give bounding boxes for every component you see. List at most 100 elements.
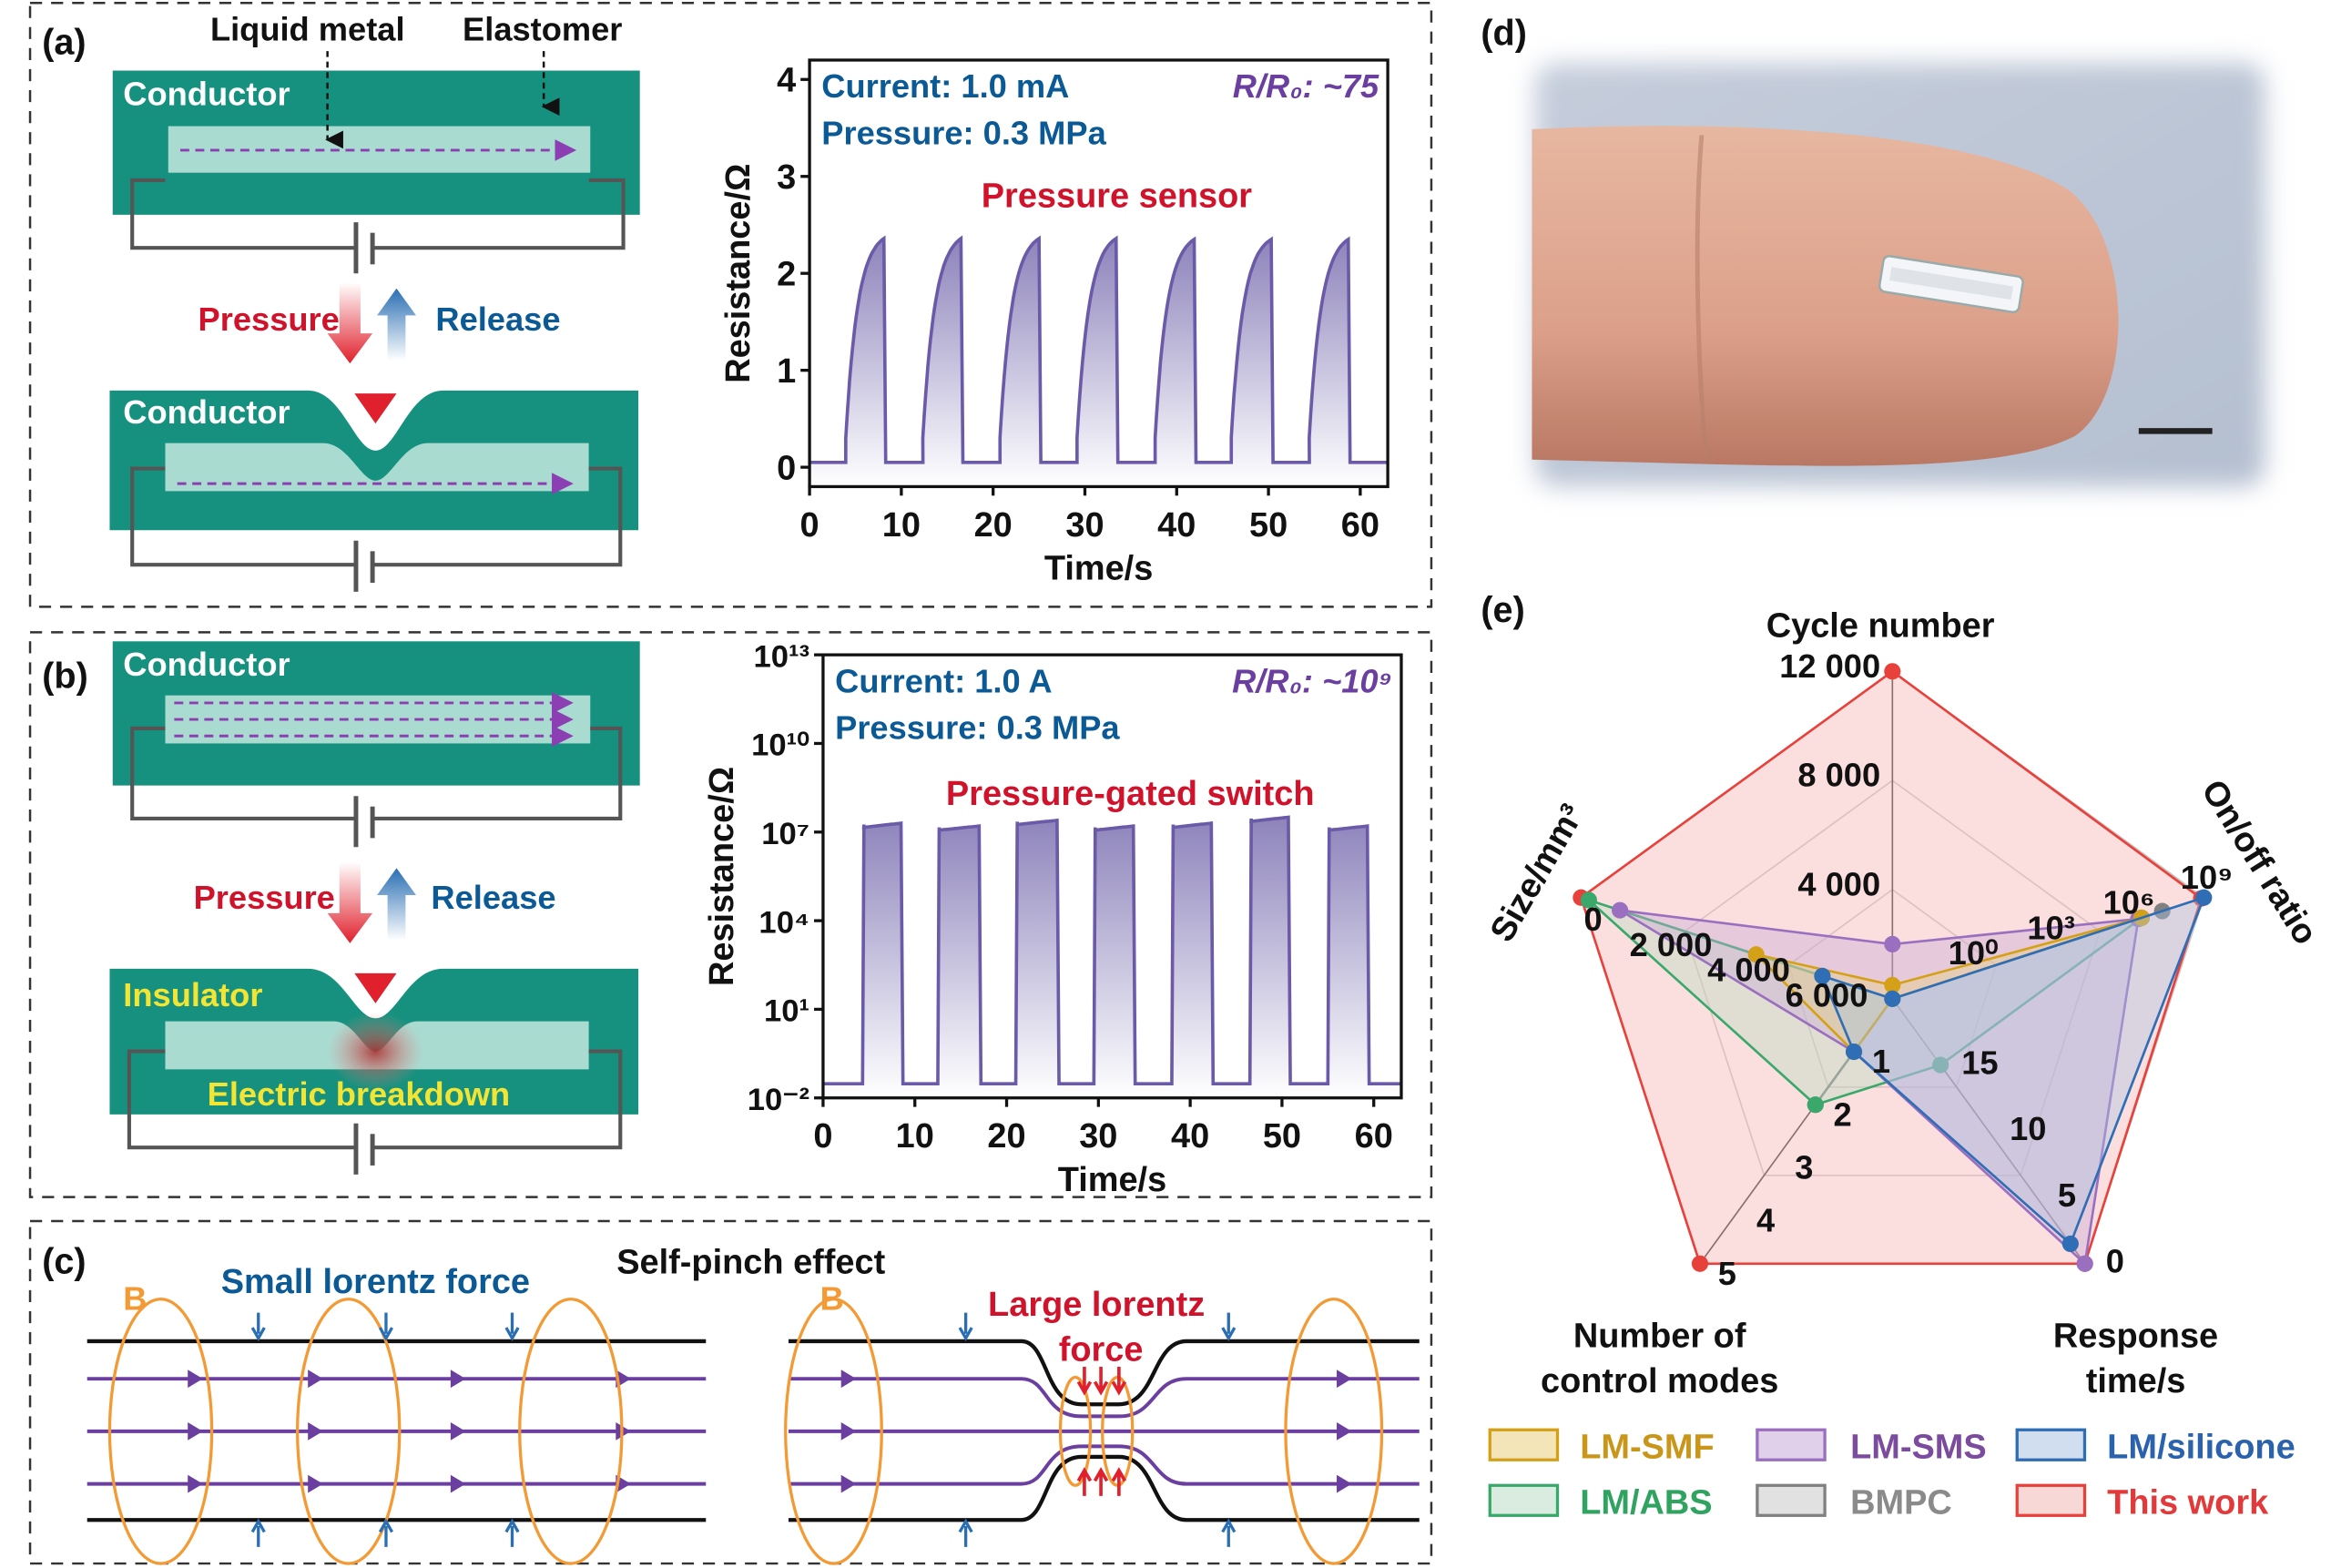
large-force-arrow-icon xyxy=(1076,1366,1093,1396)
legend-label: BMPC xyxy=(1850,1484,1952,1522)
chart-pressure-sensor: 0 10 20 30 40 50 60 0 1 2 3 4 Time/s Resistance/Ω Curr… xyxy=(719,58,1389,588)
radar-tick-label: 4 000 xyxy=(1797,866,1880,903)
magnetic-field-loop xyxy=(1058,1375,1093,1487)
legend-label: LM-SMF xyxy=(1580,1429,1714,1467)
radar-point xyxy=(1691,1255,1709,1272)
legend-swatch xyxy=(1488,1428,1560,1461)
x-tick-label: 20 xyxy=(987,1117,1025,1156)
chart-title: Pressure sensor xyxy=(982,178,1252,216)
axis-title-control-modes: control modes xyxy=(1541,1362,1778,1400)
y-tick-label: 10⁷ xyxy=(761,817,809,851)
y-tick-label: 10⁻² xyxy=(748,1083,809,1117)
x-tick-label: 60 xyxy=(1355,1117,1393,1156)
conductor-label: Conductor xyxy=(123,646,290,683)
current-arrow-icon xyxy=(450,1474,466,1493)
elastomer-label: Elastomer xyxy=(463,11,622,48)
x-axis-label: Time/s xyxy=(1044,550,1153,588)
radar-point xyxy=(1845,1043,1863,1061)
radar-tick-label: 6 000 xyxy=(1786,976,1868,1013)
radar-tick-label: 10⁹ xyxy=(2181,859,2234,896)
x-tick-label: 40 xyxy=(1171,1117,1209,1156)
magnetic-field-loop xyxy=(784,1298,883,1565)
y-tick-label: 4 xyxy=(777,61,796,99)
y-tick-label: 10⁴ xyxy=(758,905,809,940)
legend-swatch xyxy=(1488,1483,1560,1517)
curve-area xyxy=(809,238,1389,487)
circuit-wire xyxy=(130,726,623,820)
large-force-arrow-icon xyxy=(1076,1467,1093,1496)
panel-b-frame xyxy=(28,631,1433,1198)
radar-point xyxy=(1814,967,1831,984)
magnetic-field-loop xyxy=(518,1298,624,1565)
y-tick-label: 3 xyxy=(777,158,796,197)
x-tick-label: 20 xyxy=(974,506,1013,545)
legend-swatch xyxy=(1756,1483,1827,1517)
lorentz-force-arrow-icon xyxy=(1221,1518,1237,1547)
lorentz-force-arrow-icon xyxy=(378,1312,393,1341)
radar-tick-label: 5 xyxy=(1718,1255,1736,1292)
circuit-wire xyxy=(130,466,623,567)
radar-point xyxy=(1807,1096,1824,1114)
radar-tick-label: 10⁰ xyxy=(1949,934,1999,972)
resistance-curve xyxy=(809,235,1389,464)
current-arrow-icon xyxy=(840,1369,857,1389)
radar-tick-label: 1 xyxy=(1872,1043,1890,1080)
x-tick-label: 60 xyxy=(1341,506,1379,545)
x-tick-label: 30 xyxy=(1065,506,1104,545)
conductor-boundary xyxy=(788,1454,1420,1522)
large-force-label: Large lorentz xyxy=(988,1286,1205,1324)
lorentz-force-arrow-icon xyxy=(250,1518,266,1547)
x-tick-label: 0 xyxy=(813,1117,832,1156)
panel-a-schematic: Liquid metal Elastomer Conductor Pressur… xyxy=(109,11,640,592)
sensor-channel xyxy=(1889,267,2013,300)
legend-label: LM/ABS xyxy=(1580,1484,1712,1522)
press-tip-icon xyxy=(354,972,397,1003)
large-force-arrow-icon xyxy=(1093,1366,1109,1396)
legend-label: This work xyxy=(2107,1484,2269,1522)
x-tick-label: 50 xyxy=(1249,506,1288,545)
pressed-channel xyxy=(165,443,589,492)
radar-point xyxy=(1612,901,1629,919)
y-tick-label: 10¹³ xyxy=(754,639,810,674)
radar-point xyxy=(1747,946,1765,963)
radar-tick-label: 12 000 xyxy=(1779,647,1880,685)
axis-title-cycle-number: Cycle number xyxy=(1766,606,1995,645)
breakdown-label: Electric breakdown xyxy=(208,1075,511,1113)
radar-tick-label: 10³ xyxy=(2027,909,2074,946)
lorentz-force-arrow-icon xyxy=(250,1312,266,1341)
lorentz-force-arrow-icon xyxy=(958,1312,973,1341)
current-arrow-icon xyxy=(188,1474,203,1493)
release-arrow-icon xyxy=(377,868,416,941)
lorentz-force-arrow-icon xyxy=(958,1518,973,1547)
pressure-arrow-icon xyxy=(327,282,373,364)
panel-label-d: (d) xyxy=(1481,13,1527,53)
radar-point xyxy=(2195,889,2213,906)
radar-point xyxy=(1884,935,1901,953)
y-tick-label: 10¹⁰ xyxy=(751,728,809,763)
current-arrow-icon xyxy=(840,1474,857,1493)
lorentz-force-arrow-icon xyxy=(504,1518,520,1547)
conductor-label: Conductor xyxy=(123,75,290,112)
radar-point xyxy=(1884,990,1901,1007)
large-force-label: force xyxy=(1059,1330,1144,1369)
panel-label-e: (e) xyxy=(1481,590,1524,630)
x-tick-label: 10 xyxy=(882,506,921,545)
radar-point xyxy=(1932,1056,1949,1074)
circuit-wire xyxy=(127,1049,623,1150)
b-field-label: B xyxy=(123,1279,147,1317)
finger xyxy=(1532,126,2119,466)
x-tick-label: 0 xyxy=(800,506,819,545)
panel-c-diagram: Self-pinch effect Small lorentz force B … xyxy=(87,1244,1420,1565)
large-force-arrow-icon xyxy=(1111,1467,1127,1496)
current-arrow-icon xyxy=(1337,1422,1352,1441)
radar-point xyxy=(1884,663,1901,680)
legend-swatch xyxy=(2015,1483,2087,1517)
radar-tick-label: 2 000 xyxy=(1630,926,1713,963)
release-label: Release xyxy=(435,300,560,338)
x-tick-label: 50 xyxy=(1263,1117,1301,1156)
y-tick-label: 0 xyxy=(777,449,796,487)
axis-title-size: Size/mm³ xyxy=(1483,798,1593,948)
ratio-annotation: R/R₀: ~75 xyxy=(1233,67,1379,105)
breakdown-glow xyxy=(327,1012,424,1091)
